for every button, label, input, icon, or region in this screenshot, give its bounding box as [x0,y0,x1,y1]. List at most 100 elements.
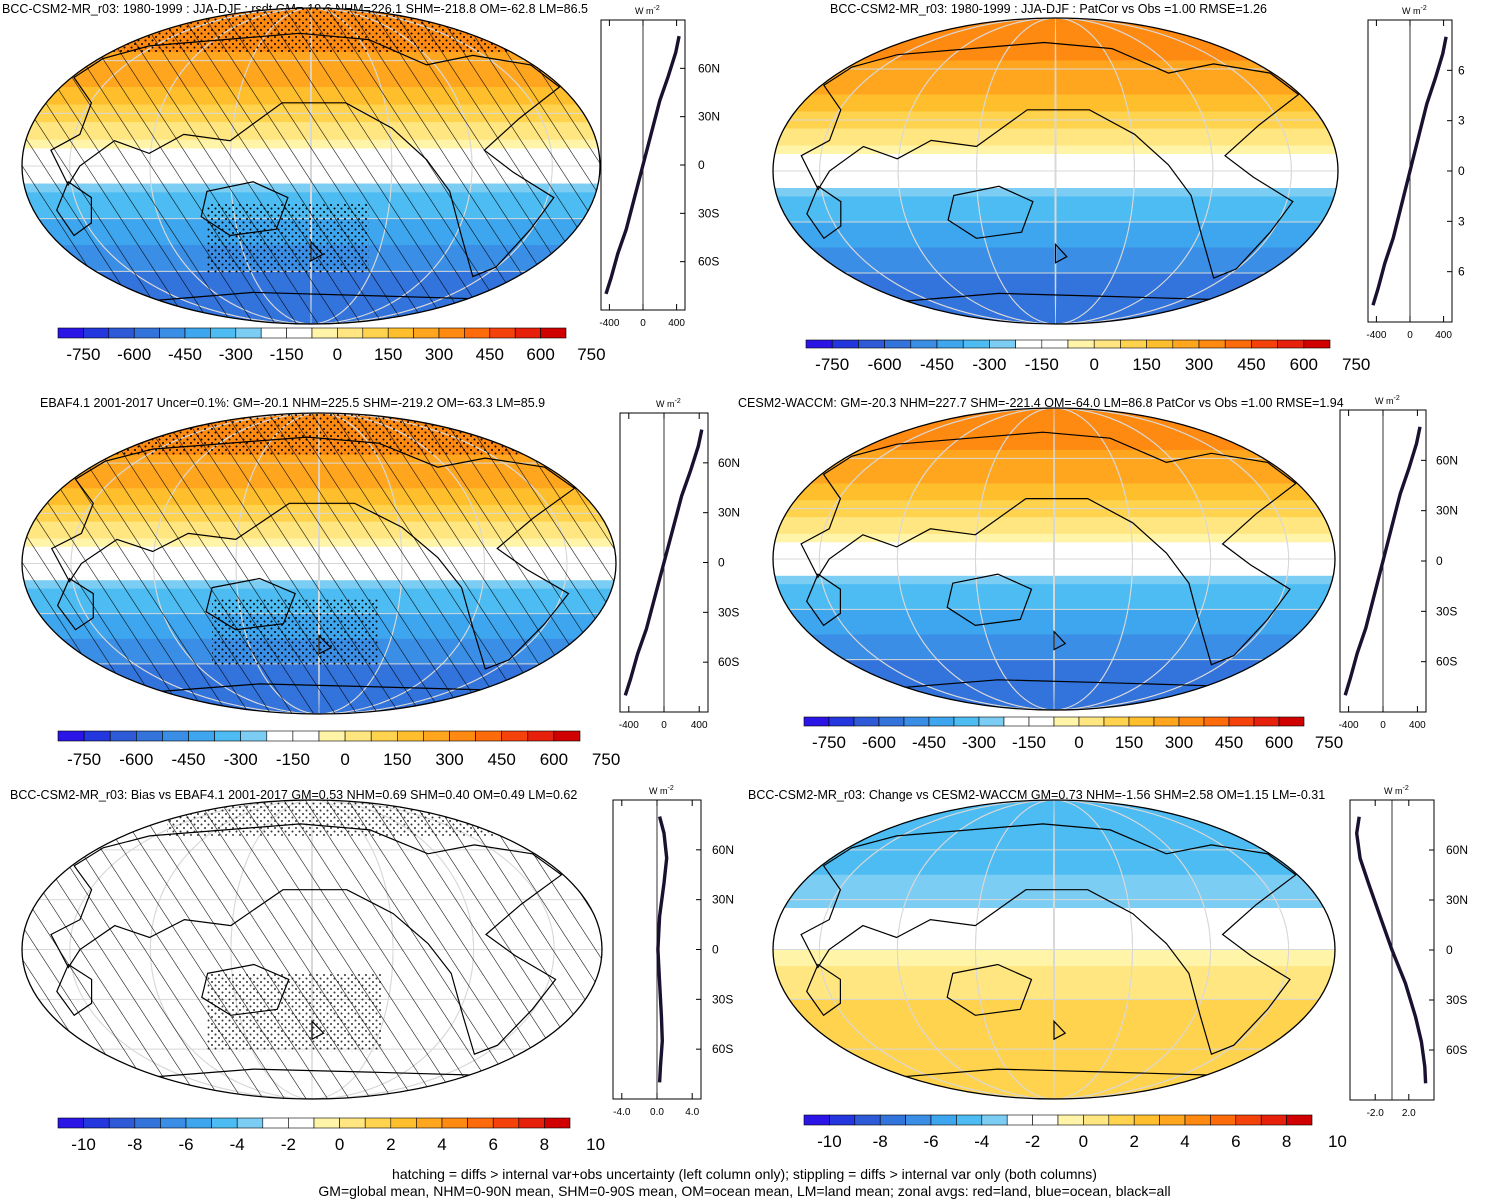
zonal-mean-line [1355,816,1428,1084]
colorbar-5: -10 -8 -6 -4 -2 0 2 4 6 8 10 [57,1117,605,1154]
coastline [946,573,1033,627]
colorbar-swatch [159,327,186,339]
zonal-mean-line [604,35,681,295]
colorbar-swatch [905,1114,932,1126]
zonal-x-tick-label: 400 [1409,720,1426,731]
colorbar-label: 2 [1129,1132,1138,1151]
zonal-plot-2: -400 0 400 W m-2 6 3 0 3 6 [1366,5,1465,341]
colorbar-label: -2 [281,1135,296,1154]
colorbar-swatch [1224,339,1252,349]
zonal-units-exponent: -2 [668,785,674,792]
zonal-units-exponent: -2 [1394,395,1400,402]
zonal-units-label: W m-2 [1402,5,1427,16]
zonal-y-tick-label: 30S [1446,993,1467,1007]
zonal-y-tick-label: 60N [698,61,720,75]
colorbar-label: 300 [425,345,453,364]
colorbar-label: 8 [540,1135,549,1154]
zonal-units-label: W m-2 [656,398,681,409]
zonal-plot-1: -400 0 400 W m-2 60N 30N 0 30S 60S [599,5,720,329]
colorbar-swatch [1146,339,1174,349]
colorbar-label: 2 [386,1135,395,1154]
colorbar-swatch [1006,1114,1033,1126]
zonal-x-tick-label: 0.0 [650,1107,664,1118]
map-border [21,412,617,715]
zonal-y-tick-label: 60S [712,1042,733,1056]
colorbar-swatch [464,327,491,339]
colorbar-label: 450 [1237,355,1265,374]
colorbar-swatch [387,327,414,339]
zonal-mean-line [1371,36,1448,306]
colorbar-swatch [313,1117,340,1129]
colorbar-swatch [57,1117,84,1129]
colorbar-swatch [240,730,268,742]
map-fill-1 [22,8,600,324]
colorbar-swatch [544,1117,571,1129]
colorbar-swatch [108,327,135,339]
colorbar-swatch [83,327,110,339]
map-panel-2 [772,17,1339,325]
colorbar-swatch [344,730,372,742]
colorbar-label: 0 [1079,1132,1088,1151]
zonal-plot-4: -400 0 400 W m-2 60N 30N 0 30S 60S [1339,395,1458,731]
colorbar-swatch [108,1117,136,1129]
panel-title-4: CESM2-WACCM: GM=-20.3 NHM=227.7 SHM=-221… [738,396,1344,410]
zonal-y-tick-label: 60N [1436,453,1458,467]
zonal-y-tick-label: 6 [1458,265,1465,279]
zonal-x-tick-label: 4.0 [685,1107,699,1118]
coastline [1053,1019,1067,1041]
zonal-x-tick-label: 400 [668,318,685,329]
map-fill-5 [22,800,602,1099]
graticule-meridian [976,18,1135,324]
zonal-y-tick-label: 60S [718,655,739,669]
graticule-meridian [1053,408,1055,710]
colorbar-label: -300 [224,750,258,769]
map-fill-3 [22,413,616,714]
colorbar-swatch [390,1117,417,1129]
colorbar-label: 750 [1342,355,1370,374]
graticule-meridian [1053,800,1055,1099]
colorbar-3: -750 -600 -450 -300 -150 0 150 300 450 600 750 [57,730,620,769]
colorbar-swatch [1103,716,1130,727]
map-border [21,799,603,1100]
colorbar-swatch [236,1117,264,1129]
colorbar-swatch [211,1117,238,1129]
colorbar-swatch [449,730,476,742]
colorbar-label: 450 [488,750,516,769]
colorbar-swatch [1277,339,1305,349]
colorbar-swatch [936,339,964,349]
colorbar-label: 450 [1215,733,1243,752]
zonal-x-tick-label: -400 [1366,330,1386,341]
colorbar-swatch [441,1117,468,1129]
zonal-x-tick-label: 0 [1380,720,1386,731]
colorbar-swatch [286,327,313,339]
colorbar-label: 0 [1089,355,1098,374]
colorbar-label: -150 [270,345,304,364]
colorbar-swatch [1253,716,1280,727]
zonal-y-tick-label: 60N [1446,843,1468,857]
colorbar-label: -150 [1012,733,1046,752]
colorbar-swatch [184,327,211,339]
colorbar-swatch [438,327,465,339]
hatch-overlay [22,413,616,714]
panel-title-5: BCC-CSM2-MR_r03: Bias vs EBAF4.1 2001-20… [10,788,578,802]
colorbar-swatch [467,1117,494,1129]
zonal-x-tick-label: -2.0 [1367,1108,1385,1119]
colorbar-swatch [339,1117,366,1129]
colorbar-label: 6 [1231,1132,1240,1151]
colorbar-swatch [292,730,320,742]
zonal-y-tick-label: 60S [1436,655,1457,669]
hatch-overlay [22,8,600,324]
colorbar-swatch [1015,339,1043,349]
colorbar-label: -10 [71,1135,96,1154]
colorbar-swatch [57,730,85,742]
colorbar-swatch [1178,716,1205,727]
colorbar-swatch [475,730,503,742]
colorbar-swatch [1159,1114,1186,1126]
colorbar-label: -750 [67,750,101,769]
colorbar-label: 0 [335,1135,344,1154]
colorbar-label: -4 [974,1132,989,1151]
colorbar-label: 0 [1074,733,1083,752]
zonal-y-tick-label: 30N [1436,504,1458,518]
colorbar-swatch [337,327,364,339]
zonal-y-tick-label: 0 [718,556,725,570]
